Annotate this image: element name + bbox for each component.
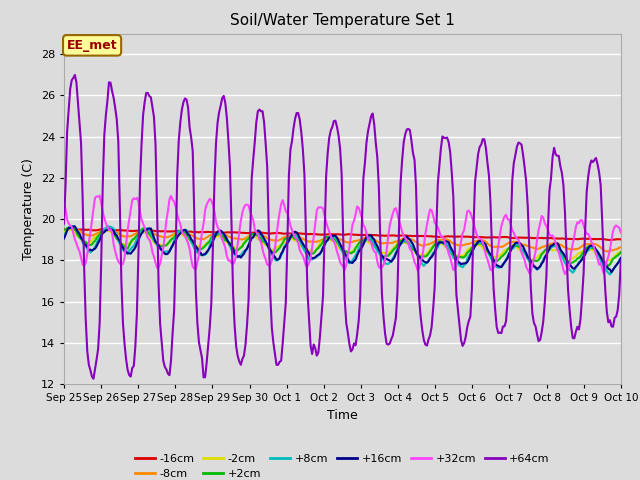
Legend: -16cm, -8cm, -2cm, +2cm, +8cm, +16cm, +32cm, +64cm: -16cm, -8cm, -2cm, +2cm, +8cm, +16cm, +3… [131, 449, 554, 480]
Y-axis label: Temperature (C): Temperature (C) [22, 158, 35, 260]
X-axis label: Time: Time [327, 408, 358, 421]
Text: EE_met: EE_met [67, 39, 117, 52]
Title: Soil/Water Temperature Set 1: Soil/Water Temperature Set 1 [230, 13, 455, 28]
